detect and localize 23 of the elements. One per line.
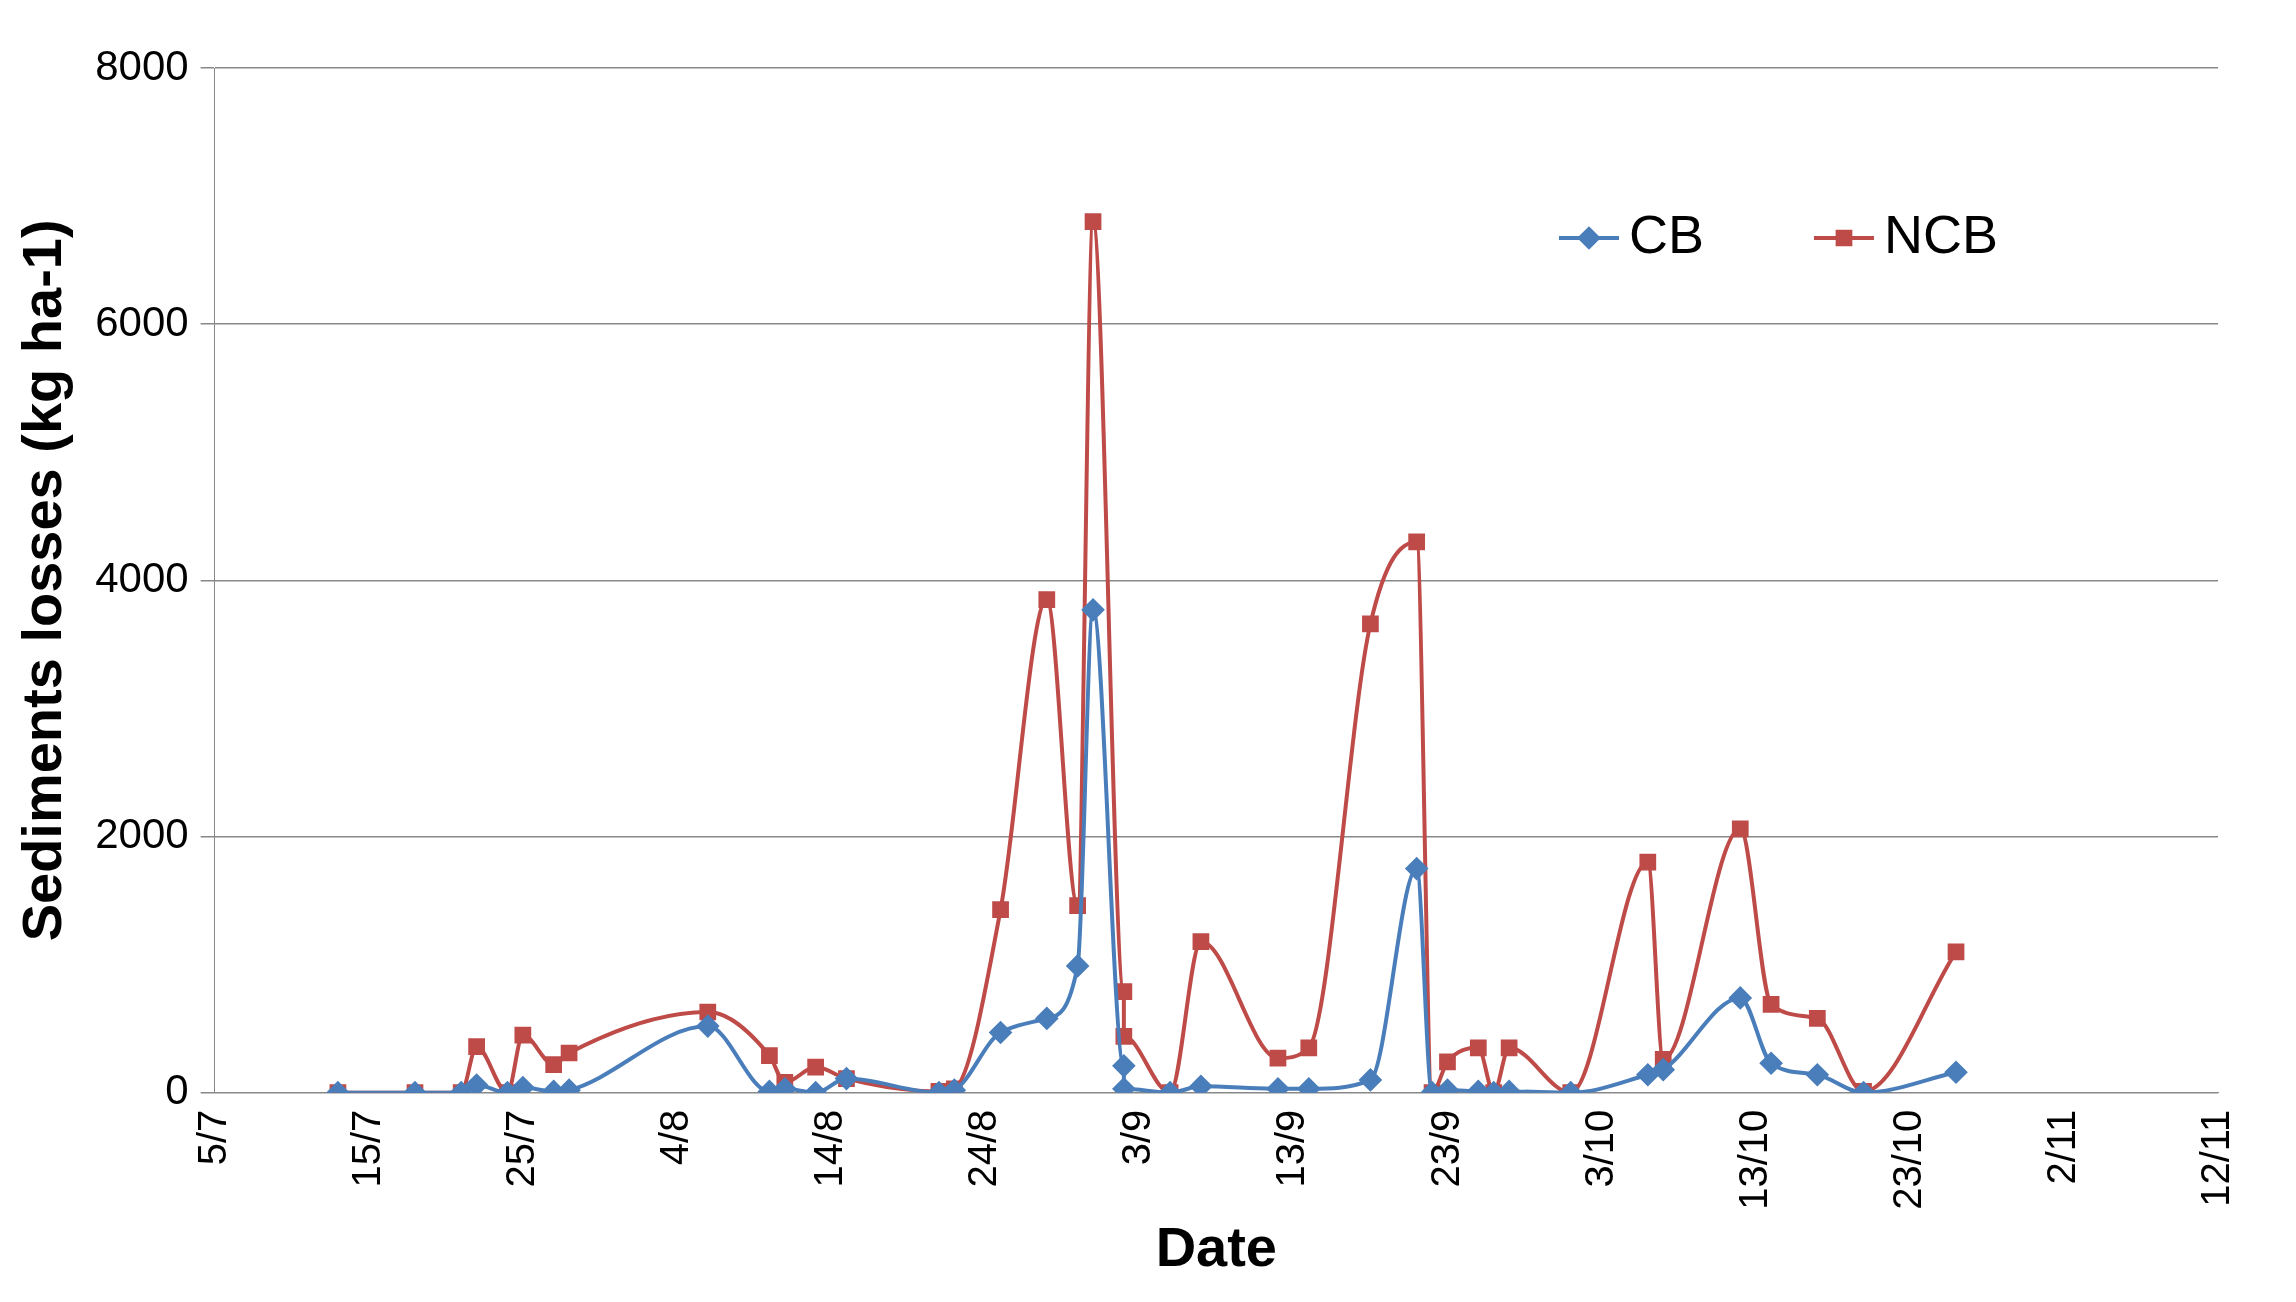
x-tick-label: 25/7 <box>497 1109 542 1188</box>
y-tick-label: 0 <box>165 1066 189 1114</box>
legend-label: NCB <box>1883 203 1998 264</box>
legend-label: CB <box>1628 203 1704 264</box>
x-tick-label: 5/7 <box>189 1109 234 1166</box>
x-tick-label: 23/10 <box>1884 1109 1929 1210</box>
x-tick-label: 13/10 <box>1730 1109 1775 1210</box>
x-tick-label: 4/8 <box>651 1109 696 1166</box>
x-tick-label: 15/7 <box>343 1109 388 1188</box>
y-tick-label: 2000 <box>95 810 189 858</box>
x-tick-label: 3/9 <box>1114 1109 1159 1166</box>
y-tick-label: 4000 <box>95 553 189 601</box>
x-tick-label: 12/11 <box>2193 1109 2238 1207</box>
y-tick-label: 8000 <box>95 41 189 89</box>
x-axis-title: Date <box>1155 1214 1278 1278</box>
x-tick-label: 24/8 <box>960 1109 1005 1188</box>
x-tick-label: 3/10 <box>1576 1109 1621 1188</box>
y-tick-label: 6000 <box>95 297 189 345</box>
x-tick-label: 2/11 <box>2038 1109 2083 1185</box>
y-axis-title: Sediments losses (kg ha-1) <box>10 219 74 942</box>
x-tick-label: 23/9 <box>1422 1109 1467 1188</box>
x-tick-label: 13/9 <box>1268 1109 1313 1188</box>
x-tick-label: 14/8 <box>806 1109 851 1188</box>
